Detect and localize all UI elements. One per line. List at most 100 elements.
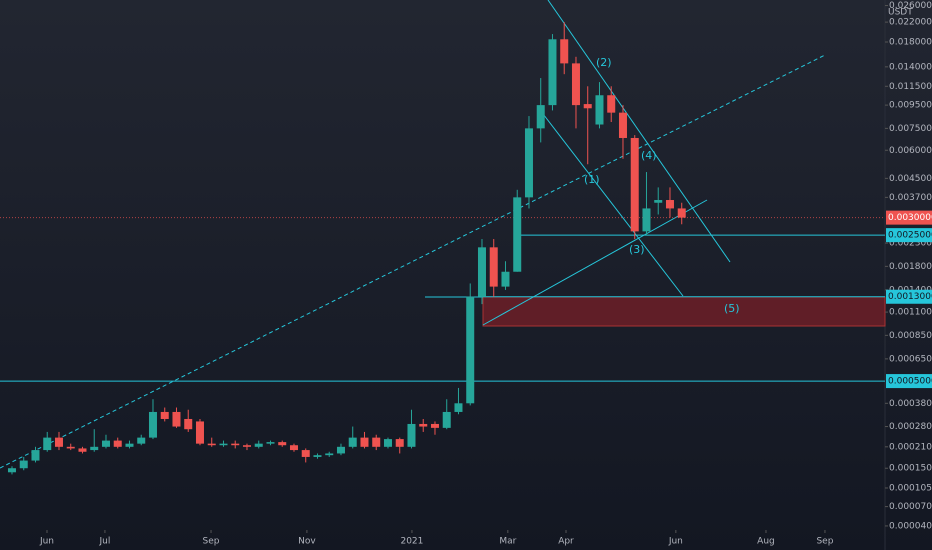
unit-label: USDT	[888, 8, 913, 18]
candle-body	[289, 445, 298, 451]
candle-body	[160, 411, 169, 419]
candle-body	[78, 448, 87, 452]
candle-body	[31, 450, 40, 461]
candle-body	[266, 442, 275, 444]
candle-body	[336, 446, 345, 454]
trend-line	[482, 199, 708, 326]
candle-body	[242, 445, 251, 447]
x-tick-label: Jun	[668, 537, 683, 547]
candle-body	[125, 443, 134, 447]
candle-body	[513, 197, 522, 272]
last-price-label: 0.0030000	[888, 213, 932, 223]
candle-body	[642, 208, 651, 232]
x-tick-label: 2021	[400, 537, 423, 547]
candle-body	[54, 437, 63, 447]
x-tick-label: Mar	[499, 537, 516, 547]
candle-body	[407, 423, 416, 447]
price-line-box	[886, 289, 932, 304]
candle-body	[372, 437, 381, 447]
candle-body	[607, 95, 616, 113]
candle-body	[254, 443, 263, 447]
candle-body	[137, 437, 146, 444]
candle-body	[184, 418, 193, 430]
annotation: (1)	[584, 173, 600, 186]
candle-body	[19, 460, 28, 469]
candle-body	[313, 455, 322, 457]
annotation: (3)	[629, 243, 645, 256]
candle-body	[442, 411, 451, 428]
x-tick-label: Aug	[757, 537, 775, 547]
candle-body	[148, 411, 157, 438]
candle-body	[430, 423, 439, 428]
candle-body	[66, 446, 75, 449]
candle-body	[677, 208, 686, 218]
candle-body	[654, 200, 663, 203]
annotation: (4)	[641, 149, 657, 162]
candle-body	[325, 453, 334, 456]
price-line-box	[886, 374, 932, 389]
zone	[482, 296, 886, 327]
trend-line	[539, 109, 684, 297]
candle-body	[195, 421, 204, 444]
candle-body	[524, 128, 533, 198]
candle-body	[560, 39, 569, 64]
candle-body	[477, 247, 486, 297]
candle-body	[630, 137, 639, 232]
price-line-label: 0.0013000	[888, 292, 932, 302]
price-line-label: 0.0005000	[888, 377, 932, 387]
candle-body	[419, 423, 428, 427]
candle-body	[172, 411, 181, 427]
candle-body	[90, 446, 99, 451]
candle-body	[43, 437, 52, 451]
x-tick-label: Sep	[203, 537, 220, 547]
candle-body	[571, 63, 580, 106]
candle-body	[665, 200, 674, 209]
candle-body	[595, 95, 604, 125]
x-tick-label: Jul	[98, 537, 110, 547]
candle-body	[466, 296, 475, 404]
x-tick-label: Sep	[816, 537, 833, 547]
x-tick-label: Apr	[558, 537, 574, 547]
y-tick-label: 0.0000400	[889, 521, 932, 531]
candle-body	[207, 443, 216, 446]
annotation: (5)	[724, 302, 740, 315]
candle-body	[348, 437, 357, 447]
candle-body	[113, 440, 122, 447]
candle-body	[548, 39, 557, 106]
x-tick-label: Jun	[39, 537, 54, 547]
candle-body	[583, 104, 592, 109]
annotation: (2)	[596, 56, 612, 69]
candle-body	[501, 271, 510, 287]
candle-body	[489, 247, 498, 287]
candle-body	[536, 105, 545, 129]
candle-body	[301, 450, 310, 457]
candle-body	[101, 440, 110, 447]
price-line-box	[886, 228, 932, 243]
candle-body	[395, 439, 404, 447]
candle-body	[454, 403, 463, 412]
candle-body	[360, 437, 369, 447]
